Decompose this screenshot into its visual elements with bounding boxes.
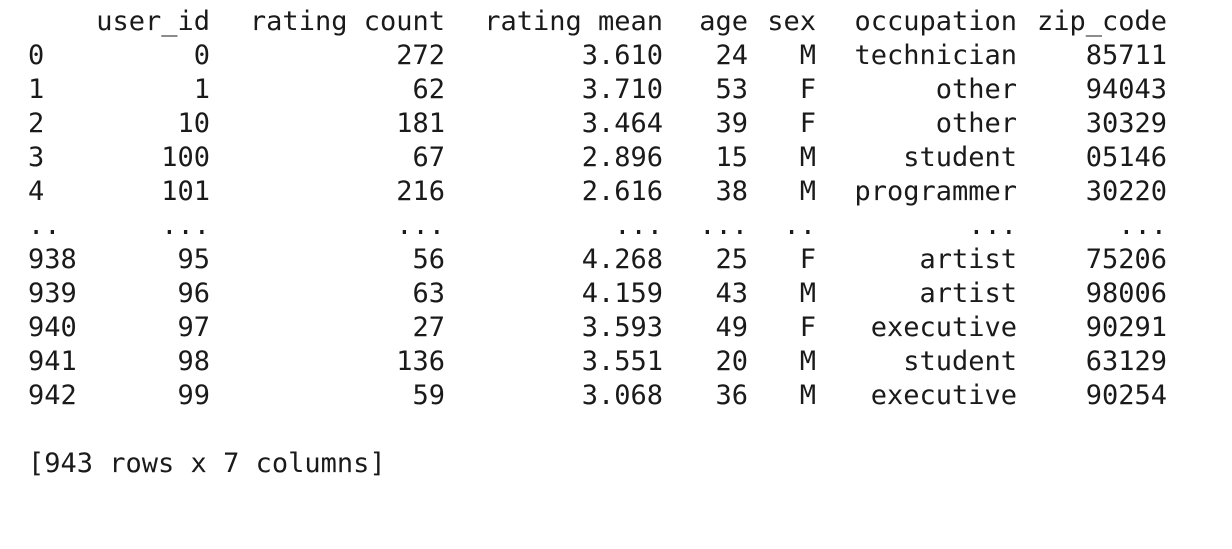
row-occupation-cell: other	[935, 108, 1017, 139]
row-age-cell: 24	[715, 40, 748, 71]
row-user-id-cell: 10	[177, 108, 210, 139]
row-rating-count-cell: 62	[412, 74, 445, 105]
row-zip-code-cell: 05146	[1085, 142, 1167, 173]
row-occupation-cell: ...	[968, 210, 1017, 241]
row-age-cell: ...	[699, 210, 748, 241]
row-occupation-cell: executive	[870, 380, 1017, 411]
row-zip-code-cell: 75206	[1085, 244, 1167, 275]
row-age-cell: 38	[715, 176, 748, 207]
row-age-cell: 25	[715, 244, 748, 275]
row-rating-count-cell: 59	[412, 380, 445, 411]
row-rating-count-cell: 272	[396, 40, 445, 71]
row-occupation-cell: student	[903, 346, 1017, 377]
row-age-cell: 15	[715, 142, 748, 173]
row-age-cell: 53	[715, 74, 748, 105]
row-user-id-cell: 97	[177, 312, 210, 343]
row-user-id-cell: 96	[177, 278, 210, 309]
row-occupation-cell: artist	[919, 278, 1017, 309]
row-sex-cell: F	[799, 312, 816, 343]
row-index-cell: 939	[28, 278, 77, 309]
row-age-cell: 49	[715, 312, 748, 343]
header-user-id-cell: user_id	[96, 6, 210, 37]
row-age-cell: 43	[715, 278, 748, 309]
row-zip-code-cell: ...	[1118, 210, 1167, 241]
row-age-cell: 20	[715, 346, 748, 377]
summary-text: [943 rows x 7 columns]	[28, 448, 386, 479]
row-rating-mean-cell: 3.551	[581, 346, 663, 377]
row-rating-mean-cell: 4.159	[581, 278, 663, 309]
row-rating-mean-cell: 3.710	[581, 74, 663, 105]
row-occupation-cell: technician	[854, 40, 1017, 71]
row-zip-code-cell: 98006	[1085, 278, 1167, 309]
row-zip-code-cell: 85711	[1085, 40, 1167, 71]
row-sex-cell: M	[799, 278, 816, 309]
row-index-cell: 1	[28, 74, 45, 105]
row-occupation-cell: other	[935, 74, 1017, 105]
row-index-cell: 4	[28, 176, 45, 207]
row-rating-mean-cell: ...	[614, 210, 663, 241]
header-occupation-cell: occupation	[854, 6, 1017, 37]
row-rating-mean-cell: 4.268	[581, 244, 663, 275]
row-rating-count-cell: 27	[412, 312, 445, 343]
row-rating-count-cell: 181	[396, 108, 445, 139]
row-rating-mean-cell: 2.616	[581, 176, 663, 207]
row-index-cell: ..	[28, 210, 61, 241]
row-user-id-cell: 95	[177, 244, 210, 275]
row-age-cell: 39	[715, 108, 748, 139]
row-sex-cell: F	[799, 108, 816, 139]
row-sex-cell: M	[799, 176, 816, 207]
row-rating-count-cell: 63	[412, 278, 445, 309]
row-zip-code-cell: 63129	[1085, 346, 1167, 377]
row-index-cell: 941	[28, 346, 77, 377]
row-rating-mean-cell: 3.610	[581, 40, 663, 71]
header-sex-cell: sex	[767, 6, 816, 37]
row-rating-mean-cell: 3.593	[581, 312, 663, 343]
row-sex-cell: ..	[783, 210, 816, 241]
dataframe-output: user_id rating count rating mean age sex occu…	[0, 6, 1167, 481]
row-rating-mean-cell: 3.464	[581, 108, 663, 139]
row-sex-cell: M	[799, 346, 816, 377]
row-zip-code-cell: 94043	[1085, 74, 1167, 105]
row-rating-mean-cell: 3.068	[581, 380, 663, 411]
header-age-cell: age	[699, 6, 748, 37]
row-user-id-cell: 101	[161, 176, 210, 207]
row-rating-count-cell: 216	[396, 176, 445, 207]
row-zip-code-cell: 30329	[1085, 108, 1167, 139]
row-user-id-cell: 1	[193, 74, 210, 105]
row-occupation-cell: executive	[870, 312, 1017, 343]
row-zip-code-cell: 90254	[1085, 380, 1167, 411]
row-occupation-cell: programmer	[854, 176, 1017, 207]
row-user-id-cell: 98	[177, 346, 210, 377]
row-index-cell: 3	[28, 142, 45, 173]
row-sex-cell: F	[799, 244, 816, 275]
row-index-cell: 942	[28, 380, 77, 411]
row-sex-cell: M	[799, 380, 816, 411]
header-rating-count-cell: rating count	[249, 6, 445, 37]
header-rating-mean-cell: rating mean	[484, 6, 663, 37]
row-user-id-cell: 100	[161, 142, 210, 173]
row-zip-code-cell: 30220	[1085, 176, 1167, 207]
row-index-cell: 0	[28, 40, 45, 71]
row-rating-mean-cell: 2.896	[581, 142, 663, 173]
row-sex-cell: M	[799, 142, 816, 173]
dataframe-summary: [943 rows x 7 columns]	[0, 447, 386, 481]
row-user-id-cell: ...	[161, 210, 210, 241]
row-occupation-cell: artist	[919, 244, 1017, 275]
row-rating-count-cell: ...	[396, 210, 445, 241]
row-rating-count-cell: 56	[412, 244, 445, 275]
row-occupation-cell: student	[903, 142, 1017, 173]
row-user-id-cell: 0	[193, 40, 210, 71]
header-zip-code-cell: zip_code	[1036, 6, 1167, 37]
row-sex-cell: F	[799, 74, 816, 105]
row-zip-code-cell: 90291	[1085, 312, 1167, 343]
row-rating-count-cell: 67	[412, 142, 445, 173]
row-index-cell: 2	[28, 108, 45, 139]
row-user-id-cell: 99	[177, 380, 210, 411]
row-sex-cell: M	[799, 40, 816, 71]
row-index-cell: 940	[28, 312, 77, 343]
row-index-cell: 938	[28, 244, 77, 275]
row-rating-count-cell: 136	[396, 346, 445, 377]
row-age-cell: 36	[715, 380, 748, 411]
